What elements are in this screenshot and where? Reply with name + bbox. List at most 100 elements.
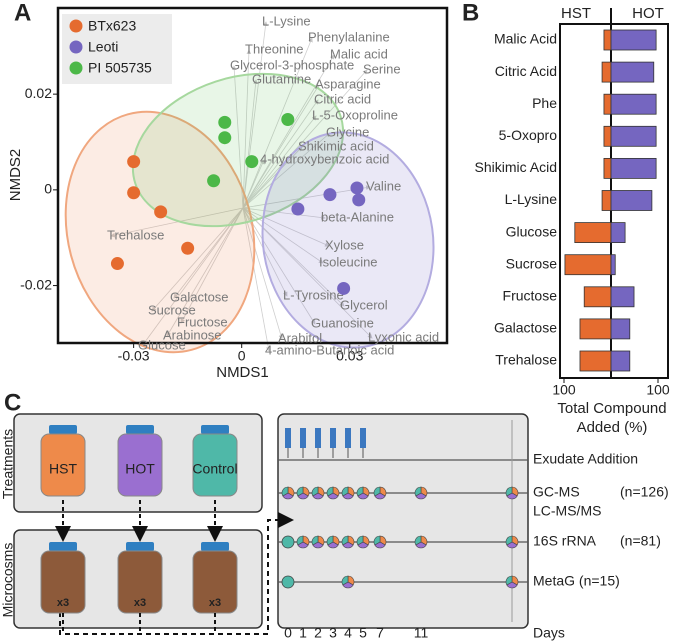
legend-label: Leoti (88, 39, 118, 55)
vector-label: 4-hydroxybenzoic acid (260, 151, 389, 166)
bottle-cap (126, 542, 154, 551)
vector-label: beta-Alanine (321, 209, 394, 224)
day-label: 4 (344, 625, 352, 641)
day-label: 5 (359, 625, 367, 641)
x-tick-label: -0.03 (118, 348, 150, 364)
bottle-cap (201, 542, 229, 551)
category-label: Sucrose (506, 255, 558, 271)
bar (579, 350, 612, 372)
point (218, 115, 232, 129)
sample (505, 486, 513, 497)
day-label: 1 (299, 625, 307, 641)
sample (281, 486, 289, 497)
vector-label: L-Lysine (262, 13, 311, 28)
point (181, 241, 195, 255)
point (323, 188, 337, 202)
vector-arrow (173, 207, 244, 299)
vector-label: Phenylalanine (308, 29, 390, 44)
sample (341, 535, 349, 546)
row-count: (n=126) (620, 484, 669, 500)
bottle-cap (49, 542, 77, 551)
vector-arrow (242, 132, 331, 209)
vector-label: Threonine (245, 41, 304, 56)
vector-arrow (242, 84, 320, 209)
treatment-bottle (40, 433, 86, 497)
vector-label: Isoleucine (319, 254, 378, 269)
sample (326, 535, 334, 546)
bar (610, 318, 631, 340)
vectors (110, 21, 373, 352)
vector-arrow (166, 207, 244, 337)
sample (296, 535, 304, 546)
bar (610, 93, 657, 115)
vector-label: L-5-Oxoproline (312, 107, 398, 122)
flow-arrow (59, 512, 294, 635)
bar (583, 286, 612, 308)
bar (610, 350, 631, 372)
vector-label: 4-amino-Butanoic acid (265, 342, 394, 357)
vector-arrow (242, 207, 284, 340)
y-tick-label: 0.02 (25, 85, 52, 101)
category-label: Shikimic Acid (475, 159, 557, 175)
sample (341, 486, 349, 497)
vector-arrow (141, 207, 244, 347)
bar (610, 29, 657, 51)
point (337, 281, 351, 295)
row-label: LC-MS/MS (533, 503, 601, 519)
row-label: GC-MS (533, 484, 580, 500)
ellipse (64, 110, 256, 354)
vector-label: Malic acid (330, 46, 388, 61)
category-label: Malic Acid (494, 31, 557, 47)
group-label: Microcosms (0, 543, 16, 618)
panel-label: B (462, 0, 479, 26)
vector-label: Glycerol (340, 297, 388, 312)
syringe (360, 428, 366, 448)
bar (603, 157, 612, 179)
vector-arrow (242, 146, 303, 209)
treatment-label: Control (192, 461, 237, 477)
vector-arrow (242, 37, 313, 209)
treatment-label: HOT (125, 461, 155, 477)
day-label: 0 (284, 625, 292, 641)
plot-frame (56, 6, 449, 345)
sample (326, 486, 334, 497)
vector-label: Lyxonic acid (368, 329, 439, 344)
vector-label: Glucose (138, 337, 186, 352)
row-count: (n=81) (620, 533, 661, 549)
vector-label: Arabinose (163, 327, 222, 342)
day-label: 2 (314, 625, 322, 641)
legend-marker (69, 40, 83, 54)
replicate-label: x3 (209, 597, 221, 609)
category-label: 5-Oxopro (499, 127, 558, 143)
bar (579, 318, 612, 340)
category-label: Trehalose (495, 352, 557, 368)
vector-label: Valine (366, 178, 401, 193)
legend-label: PI 505735 (88, 60, 152, 76)
panel-label: A (14, 0, 31, 26)
vector-label: Glycerol-3-phosphate (230, 57, 354, 72)
sample (356, 486, 364, 497)
category-label: Citric Acid (495, 63, 557, 79)
point (281, 113, 295, 127)
vector-arrow (110, 207, 244, 238)
day-label: 7 (376, 625, 384, 641)
plot-frame (559, 23, 669, 379)
point (110, 257, 124, 271)
vector-label: Glycine (326, 124, 369, 139)
row-label: MetaG (n=15) (533, 573, 620, 589)
point (207, 174, 221, 188)
vector-label: Galactose (170, 289, 229, 304)
vector-label: Fructose (177, 314, 228, 329)
sample (414, 486, 422, 497)
vector-label: Arabitol (278, 330, 322, 345)
vector-label: Trehalose (107, 227, 164, 242)
series-header: HOT (632, 5, 664, 22)
replicate-label: x3 (57, 597, 69, 609)
category-label: Fructose (503, 288, 558, 304)
sample (296, 486, 304, 497)
point (291, 202, 305, 216)
syringe (315, 428, 321, 448)
bottle-cap (201, 425, 229, 434)
vector-arrow (242, 207, 316, 325)
